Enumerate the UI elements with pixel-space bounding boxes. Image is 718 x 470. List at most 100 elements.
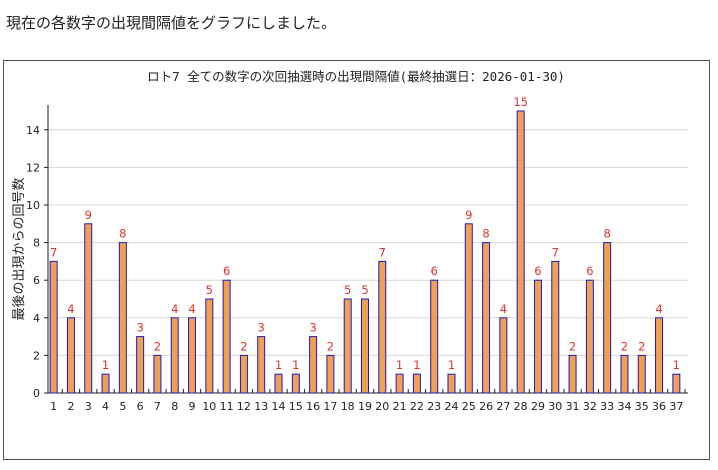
bar [447,373,456,394]
bar [672,373,681,394]
value-label: 4 [188,302,195,316]
x-tick-label: 1 [50,400,57,413]
bar [655,317,664,394]
chart-frame: ロト7 全ての数字の次回抽選時の出現間隔値(最終抽選日：2026-01-30) … [3,60,710,460]
value-label: 2 [569,339,576,353]
value-label: 8 [603,227,610,241]
value-label: 7 [552,245,559,259]
y-tick-labels: 0 2 4 6 8 10 12 14 [26,124,40,400]
chart-title: ロト7 全ての数字の次回抽選時の出現間隔値(最終抽選日：2026-01-30) [147,69,565,84]
value-label: 7 [379,245,386,259]
x-tick-label: 12 [237,400,251,413]
bar [620,354,629,394]
x-tick-label: 22 [410,400,424,413]
value-label: 9 [465,208,472,222]
bar [603,242,612,394]
value-label: 2 [240,339,247,353]
x-tick-label: 21 [393,400,407,413]
y-tick-label: 6 [33,274,40,287]
x-tick-label: 15 [289,400,303,413]
bars [49,110,681,394]
y-tick-label: 8 [33,237,40,250]
value-label: 1 [673,358,680,372]
y-tick-label: 12 [26,161,40,174]
bar [412,373,421,394]
value-label: 9 [85,208,92,222]
x-tick-label: 17 [323,400,337,413]
x-tick-label: 3 [85,400,92,413]
x-tick-label: 25 [462,400,476,413]
x-tick-label: 31 [566,400,580,413]
value-label: 2 [621,339,628,353]
value-label: 15 [513,95,528,109]
value-label: 6 [586,264,593,278]
value-label: 8 [119,227,126,241]
bar [170,317,179,394]
bar [136,336,145,394]
bar [239,354,248,394]
bar [118,242,127,394]
x-tick-label: 14 [272,400,286,413]
bar [378,260,387,394]
value-label: 2 [154,339,161,353]
value-label: 1 [448,358,455,372]
bar [257,336,266,394]
x-tick-label: 29 [531,400,545,413]
x-tick-label: 27 [496,400,510,413]
x-tick-label: 37 [669,400,683,413]
x-tick-label: 33 [600,400,614,413]
x-tick-label: 28 [514,400,528,413]
value-label: 4 [67,302,74,316]
value-label: 1 [413,358,420,372]
bar [222,279,231,394]
x-tick-label: 4 [102,400,109,413]
x-tick-label: 23 [427,400,441,413]
x-tick-label: 16 [306,400,320,413]
value-label: 6 [431,264,438,278]
x-tick-label: 7 [154,400,161,413]
value-label: 8 [482,227,489,241]
bar [551,260,560,394]
bar [499,317,508,394]
x-tick-label: 8 [171,400,178,413]
value-label: 1 [292,358,299,372]
bar [361,298,369,394]
bar [49,260,58,394]
x-tick-label: 11 [220,400,234,413]
y-tick-label: 4 [33,312,40,325]
value-label: 4 [655,302,662,316]
value-label: 3 [136,321,143,335]
bar [188,317,197,394]
value-label: 3 [309,321,316,335]
bar [482,242,491,394]
value-label: 6 [223,264,230,278]
bar [568,354,577,394]
bar [585,279,594,394]
y-tick-label: 14 [26,124,40,137]
y-tick-label: 0 [33,387,40,400]
bar [464,223,473,394]
y-axis-label: 最後の出現からの回号数 [12,177,27,320]
bar [274,373,283,394]
bar [66,317,75,394]
value-label: 5 [361,283,368,297]
value-label: 5 [206,283,213,297]
value-label: 1 [396,358,403,372]
x-tick-label: 30 [548,400,562,413]
value-label: 1 [275,358,282,372]
bar [637,354,646,394]
value-label: 2 [327,339,334,353]
x-tick-labels: 1 2 3 4 5 6 7 8 9 10 11 12 13 14 15 16 17 18 19 20 21 22 23 24 2… [50,400,683,413]
intro-text: 現在の各数字の出現間隔値をグラフにしました。 [6,14,337,32]
x-tick-label: 24 [444,400,458,413]
bar [430,279,439,394]
x-tick-label: 10 [202,400,216,413]
y-tick-label: 2 [33,349,40,362]
x-tick-label: 35 [635,400,649,413]
x-tick-label: 34 [617,400,631,413]
y-tick-label: 10 [26,199,40,212]
bar [533,279,542,394]
bar [395,373,404,394]
bar [516,110,525,394]
